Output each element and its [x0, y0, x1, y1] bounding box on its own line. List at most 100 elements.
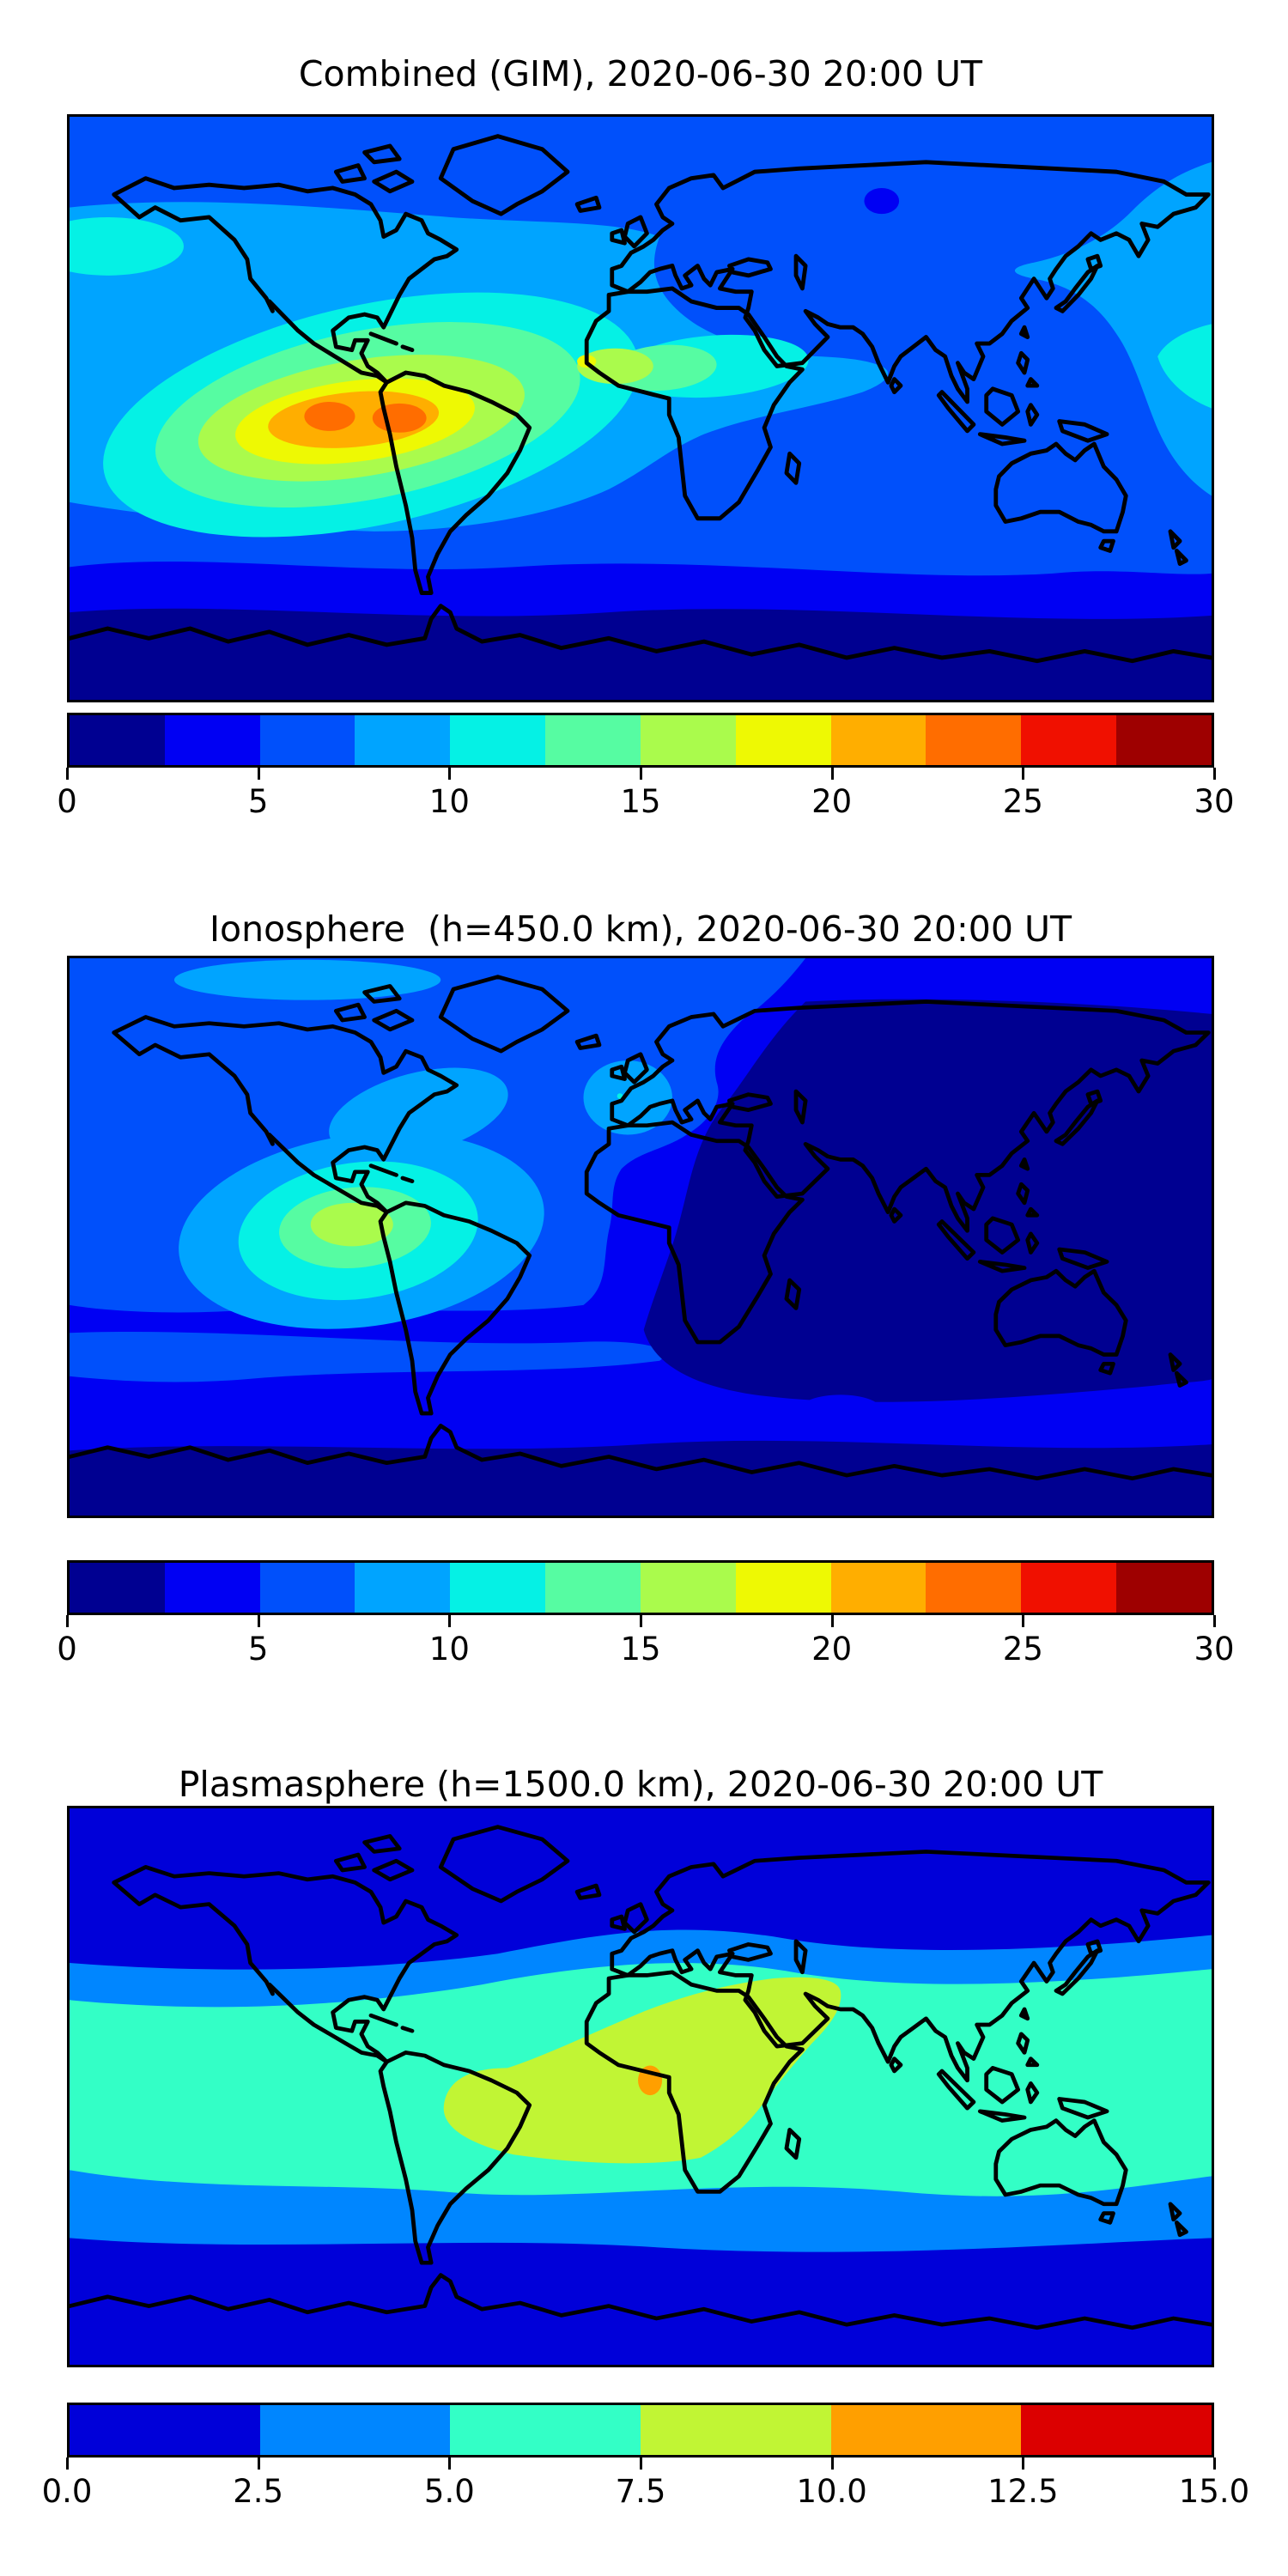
tick-label: 0.0 [41, 2473, 93, 2510]
colorbar-segment [735, 1563, 831, 1613]
panel-2-contour-plot [70, 958, 1212, 1516]
colorbar-segment [70, 715, 165, 765]
tick-mark [1022, 1615, 1025, 1627]
tick-mark [830, 768, 834, 780]
colorbar-segment [1116, 715, 1212, 765]
colorbar-segment [640, 715, 736, 765]
contour-band-0-2.5-east [643, 999, 1212, 1402]
panel-3-colorbar [67, 2403, 1214, 2458]
colorbar-segment [259, 1563, 355, 1613]
colorbar-segment [164, 1563, 260, 1613]
tick-label: 12.5 [987, 2473, 1059, 2510]
tick-label: 0 [57, 1631, 77, 1668]
panel-3-title: Plasmasphere (h=1500.0 km), 2020-06-30 2… [178, 1764, 1103, 1805]
colorbar-segment [830, 2405, 1022, 2455]
colorbar-segment [641, 2405, 831, 2455]
tick-mark [830, 2458, 834, 2470]
tick-mark [640, 768, 642, 780]
panel-1-colorbar [67, 713, 1214, 768]
colorbar-segment [735, 715, 831, 765]
contour-band-0-2.5-south [70, 608, 1212, 700]
tick-label: 7.5 [615, 2473, 666, 2510]
colorbar-segment [164, 715, 260, 765]
tick-label: 30 [1194, 1631, 1235, 1668]
contour-band-7.5-10-east [1014, 161, 1212, 496]
panel-1-title: Combined (GIM), 2020-06-30 20:00 UT [298, 53, 983, 94]
tick-mark [66, 768, 69, 780]
panel-1-colorbar-labels: 0 5 10 15 20 25 30 [57, 783, 1234, 823]
contour-band-5-7.5-south-band [70, 1331, 665, 1382]
contour-band-10-12.5-east-wedge [1157, 324, 1212, 409]
panel-1-map [67, 114, 1214, 702]
colorbar-segment [545, 1563, 641, 1613]
tick-mark [448, 768, 452, 780]
contour-band-7.5-10-arctic-lens [173, 959, 441, 1000]
tick-mark [257, 1615, 260, 1627]
tick-mark [640, 1615, 642, 1627]
colorbar-segment [450, 2405, 641, 2455]
panel-1-contour-plot [70, 117, 1212, 700]
tick-mark [830, 1615, 834, 1627]
contour-band-10-12.5-spain-dot [617, 1093, 623, 1099]
tick-mark [1022, 768, 1025, 780]
contour-band-22.5-25-east-core [372, 403, 427, 433]
colorbar-segment [450, 715, 546, 765]
panel-3-map [67, 1806, 1214, 2367]
tick-mark [640, 2458, 642, 2470]
tick-label: 20 [811, 1631, 853, 1668]
panel-2-colorbar-ticks [66, 1615, 1216, 1627]
colorbar-segment [640, 1563, 736, 1613]
colorbar-segment [450, 1563, 546, 1613]
tick-mark [257, 768, 260, 780]
tick-label: 15 [620, 1631, 661, 1668]
panel-2-colorbar [67, 1560, 1214, 1615]
tick-label: 10 [428, 1631, 470, 1668]
colorbar-segment [1021, 715, 1117, 765]
tick-mark [1213, 1615, 1216, 1627]
tick-label: 20 [811, 783, 853, 820]
colorbar-segment [259, 2405, 451, 2455]
colorbar-segment [259, 715, 355, 765]
contour-band-22.5-25-west-core [304, 401, 355, 431]
tick-label: 30 [1194, 783, 1235, 820]
contour-band-0-2.5-south [70, 1440, 1212, 1516]
contour-band-15-17.5-core [310, 1202, 393, 1247]
tick-label: 15 [620, 783, 661, 820]
tick-mark [1213, 768, 1216, 780]
tick-mark [66, 1615, 69, 1627]
tick-label: 25 [1002, 1631, 1043, 1668]
panel-2-title: Ionosphere (h=450.0 km), 2020-06-30 20:0… [209, 908, 1072, 950]
colorbar-segment [830, 715, 927, 765]
tick-label: 2.5 [233, 2473, 284, 2510]
colorbar-segment [545, 715, 641, 765]
colorbar-segment [1116, 1563, 1212, 1613]
colorbar-segment [926, 715, 1022, 765]
panel-2-colorbar-labels: 0 5 10 15 20 25 30 [57, 1631, 1234, 1670]
tick-mark [448, 2458, 452, 2470]
contour-band-2.5-5-siberia-spot [864, 187, 900, 215]
tick-mark [66, 2458, 69, 2470]
panel-3-colorbar-labels: 0.0 2.5 5.0 7.5 10.0 12.5 15.0 [42, 2473, 1250, 2512]
tick-label: 15.0 [1178, 2473, 1250, 2510]
tick-mark [1213, 2458, 1216, 2470]
colorbar-segment [830, 1563, 927, 1613]
panel-2-map [67, 956, 1214, 1518]
tick-label: 5 [247, 1631, 269, 1668]
tick-mark [448, 1615, 452, 1627]
colorbar-segment [70, 2405, 260, 2455]
contour-band-15-17.5-tongue [577, 348, 653, 385]
tick-mark [257, 2458, 260, 2470]
tick-label: 25 [1002, 783, 1043, 820]
panel-3-colorbar-ticks [66, 2458, 1216, 2470]
tick-label: 10.0 [796, 2473, 867, 2510]
colorbar-segment [1021, 1563, 1117, 1613]
tick-mark [1022, 2458, 1025, 2470]
colorbar-segment [1021, 2405, 1212, 2455]
contour-band-2.5-5-southern-patch [799, 1394, 882, 1426]
colorbar-segment [355, 715, 451, 765]
colorbar-segment [70, 1563, 165, 1613]
colorbar-segment [926, 1563, 1022, 1613]
panel-1-colorbar-ticks [66, 768, 1216, 780]
tick-label: 5.0 [423, 2473, 475, 2510]
